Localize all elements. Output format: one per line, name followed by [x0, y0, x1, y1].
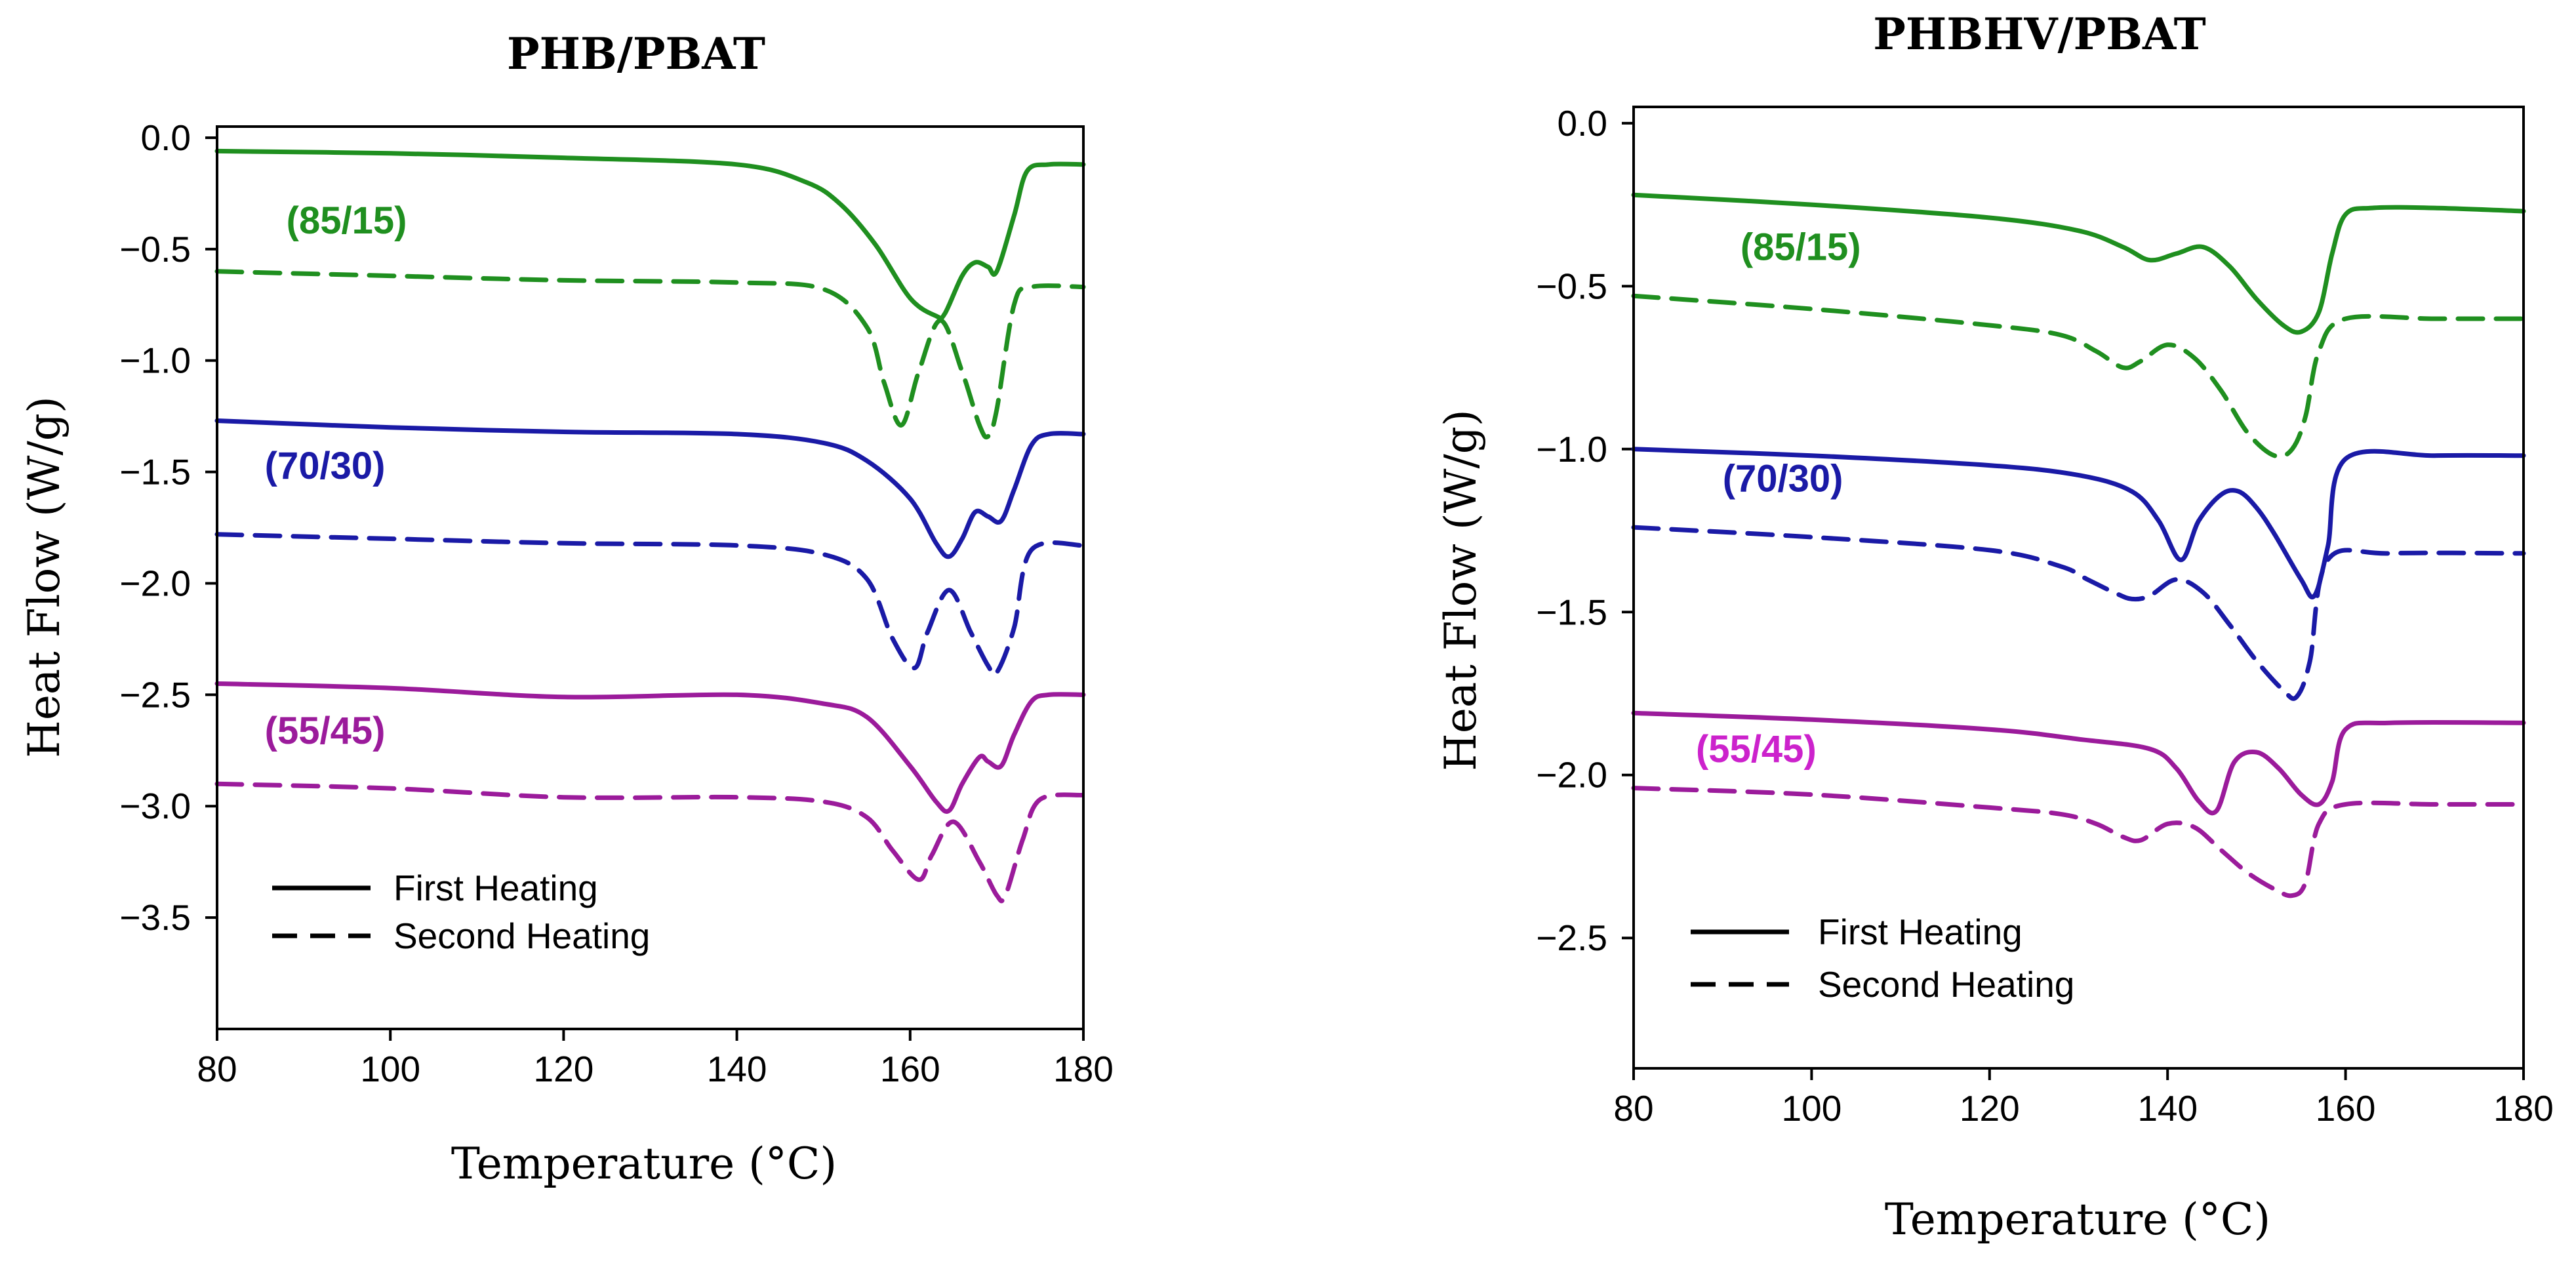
plot-area: (85/15) (70/30) (55/45): [1631, 192, 2526, 898]
series-label: (55/45): [1696, 728, 1817, 771]
x-tick-label: 160: [880, 1049, 940, 1089]
y-tick-label: −0.5: [119, 229, 191, 270]
y-tick-label: −1.5: [1536, 592, 1607, 632]
x-tick-label: 120: [1960, 1088, 2020, 1129]
series-line: [1631, 710, 2526, 816]
axis-ticks: 80 100 120 140 160 180 0.0 −0.5 −1.0 −1.5 −2.0 −2.5…: [119, 117, 1113, 1089]
chart-title: PHB/PBAT: [507, 28, 765, 79]
y-tick-label: −1.0: [1536, 429, 1607, 470]
series-line: [1631, 447, 2526, 599]
series-line: [214, 269, 1086, 440]
plot-frame: [216, 125, 1085, 1030]
x-tick-label: 80: [197, 1049, 237, 1089]
series-line: [1631, 192, 2526, 335]
axis-ticks: 80 100 120 140 160 180 0.0 −0.5 −1.0 −1.5 −2.0 −2.5: [1536, 103, 2553, 1129]
y-tick-label: −2.0: [119, 563, 191, 603]
series-line: [214, 781, 1086, 904]
y-tick-label: −0.5: [1536, 266, 1607, 306]
x-axis-label: Temperature (°C): [451, 1138, 837, 1189]
x-tick-label: 160: [2316, 1088, 2376, 1129]
chart-title: PHBHV/PBAT: [1873, 9, 2206, 60]
series-line: [214, 532, 1086, 677]
series-line: [214, 148, 1086, 321]
chart-phb-pbat: PHB/PBAT 80 100 120 140 160 180 0.0 −0.5 −1.0 −1.…: [19, 28, 1114, 1189]
legend-second-heating: Second Heating: [1818, 964, 2074, 1005]
series-line: [1631, 293, 2526, 459]
legend-first-heating: First Heating: [1818, 912, 2023, 952]
series-label: (85/15): [1741, 226, 1861, 269]
legend: First Heating Second Heating: [272, 868, 650, 956]
x-tick-label: 100: [360, 1049, 420, 1089]
x-tick-label: 100: [1782, 1088, 1842, 1129]
x-tick-label: 140: [2137, 1088, 2198, 1129]
series-line: [214, 418, 1086, 559]
x-tick-label: 120: [534, 1049, 594, 1089]
x-tick-label: 180: [1053, 1049, 1114, 1089]
plot-area: (85/15) (70/30) (55/45): [214, 148, 1086, 904]
y-axis-label: Heat Flow (W/g): [1436, 409, 1486, 771]
x-tick-label: 140: [707, 1049, 767, 1089]
y-tick-label: −3.0: [119, 786, 191, 826]
legend-second-heating: Second Heating: [393, 916, 650, 956]
x-tick-label: 180: [2493, 1088, 2554, 1129]
series-label: (85/15): [287, 199, 407, 242]
y-tick-label: −2.5: [1536, 917, 1607, 958]
y-tick-label: −2.5: [119, 674, 191, 715]
plot-frame: [1632, 106, 2525, 1070]
y-tick-label: −1.0: [119, 340, 191, 381]
x-tick-label: 80: [1613, 1088, 1653, 1129]
series-label: (55/45): [265, 710, 386, 752]
series-label: (70/30): [1723, 457, 1843, 500]
y-tick-label: −1.5: [119, 452, 191, 493]
y-tick-label: 0.0: [1558, 103, 1607, 144]
series-label: (70/30): [265, 445, 386, 487]
legend-first-heating: First Heating: [393, 868, 598, 908]
y-axis-label: Heat Flow (W/g): [19, 396, 70, 757]
y-tick-label: 0.0: [141, 117, 191, 158]
chart-phbhv-pbat: PHBHV/PBAT 80 100 120 140 160 180 0.0 −0.5 −1.0 −…: [1436, 9, 2554, 1245]
x-axis-label: Temperature (°C): [1885, 1194, 2270, 1245]
y-tick-label: −3.5: [119, 897, 191, 938]
series-line: [1631, 786, 2526, 898]
series-line: [1631, 525, 2526, 701]
series-line: [214, 681, 1086, 814]
y-tick-label: −2.0: [1536, 755, 1607, 796]
legend: First Heating Second Heating: [1691, 912, 2074, 1005]
